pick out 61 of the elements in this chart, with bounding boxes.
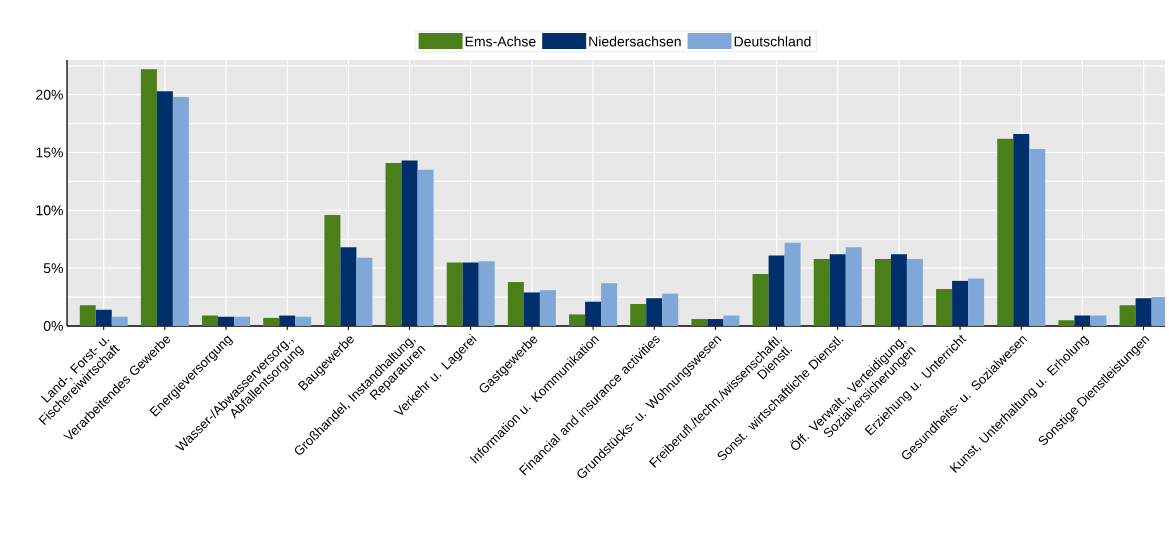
bar (340, 247, 357, 326)
bar (1135, 298, 1152, 326)
bar (906, 258, 923, 326)
bar (417, 169, 434, 326)
bar (462, 262, 479, 326)
bar (569, 314, 586, 326)
bar (356, 257, 373, 326)
bar (723, 315, 740, 326)
bar (646, 298, 663, 326)
bar (156, 91, 173, 326)
bar (539, 290, 556, 326)
bar (707, 319, 724, 326)
bar (446, 262, 463, 326)
bar (1090, 315, 1107, 326)
bar (140, 69, 157, 326)
bar (936, 288, 953, 326)
bar (385, 162, 402, 326)
y-tick-label: 10% (36, 205, 63, 216)
y-tick-label: 20% (36, 89, 63, 100)
bar (1058, 320, 1075, 326)
bar (997, 138, 1014, 326)
bar (172, 97, 189, 326)
bar (890, 254, 907, 326)
bar (478, 261, 495, 326)
legend-label: Deutschland (734, 36, 811, 47)
legend-label: Ems-Achse (465, 36, 536, 47)
bar (601, 283, 618, 326)
bar (1074, 315, 1091, 326)
bar (691, 319, 708, 326)
bar (630, 304, 647, 326)
bar (662, 293, 679, 326)
bar (845, 247, 862, 326)
bar (752, 273, 769, 326)
y-tick-label: 0% (43, 321, 63, 331)
bar (234, 316, 251, 326)
bar (968, 278, 985, 326)
bar (111, 316, 128, 326)
bar (401, 160, 418, 326)
bar (79, 305, 96, 326)
bar (202, 315, 219, 326)
bar (295, 316, 312, 326)
bar (829, 254, 846, 326)
bar (218, 316, 235, 326)
bar (952, 280, 969, 326)
y-tick-label: 5% (43, 263, 63, 274)
bar (1029, 149, 1046, 326)
legend-label: Niedersachsen (589, 36, 681, 47)
bar (324, 214, 341, 326)
bar (1013, 134, 1030, 326)
bar (507, 282, 524, 326)
bar (1119, 305, 1136, 326)
bar (95, 309, 112, 326)
bar (784, 242, 801, 326)
y-tick-label: 15% (36, 147, 63, 158)
bar (279, 315, 296, 326)
bar (874, 258, 891, 326)
bar (263, 317, 280, 326)
bar (585, 301, 602, 326)
bar (523, 292, 540, 326)
bar (768, 255, 785, 326)
bar (813, 258, 830, 326)
